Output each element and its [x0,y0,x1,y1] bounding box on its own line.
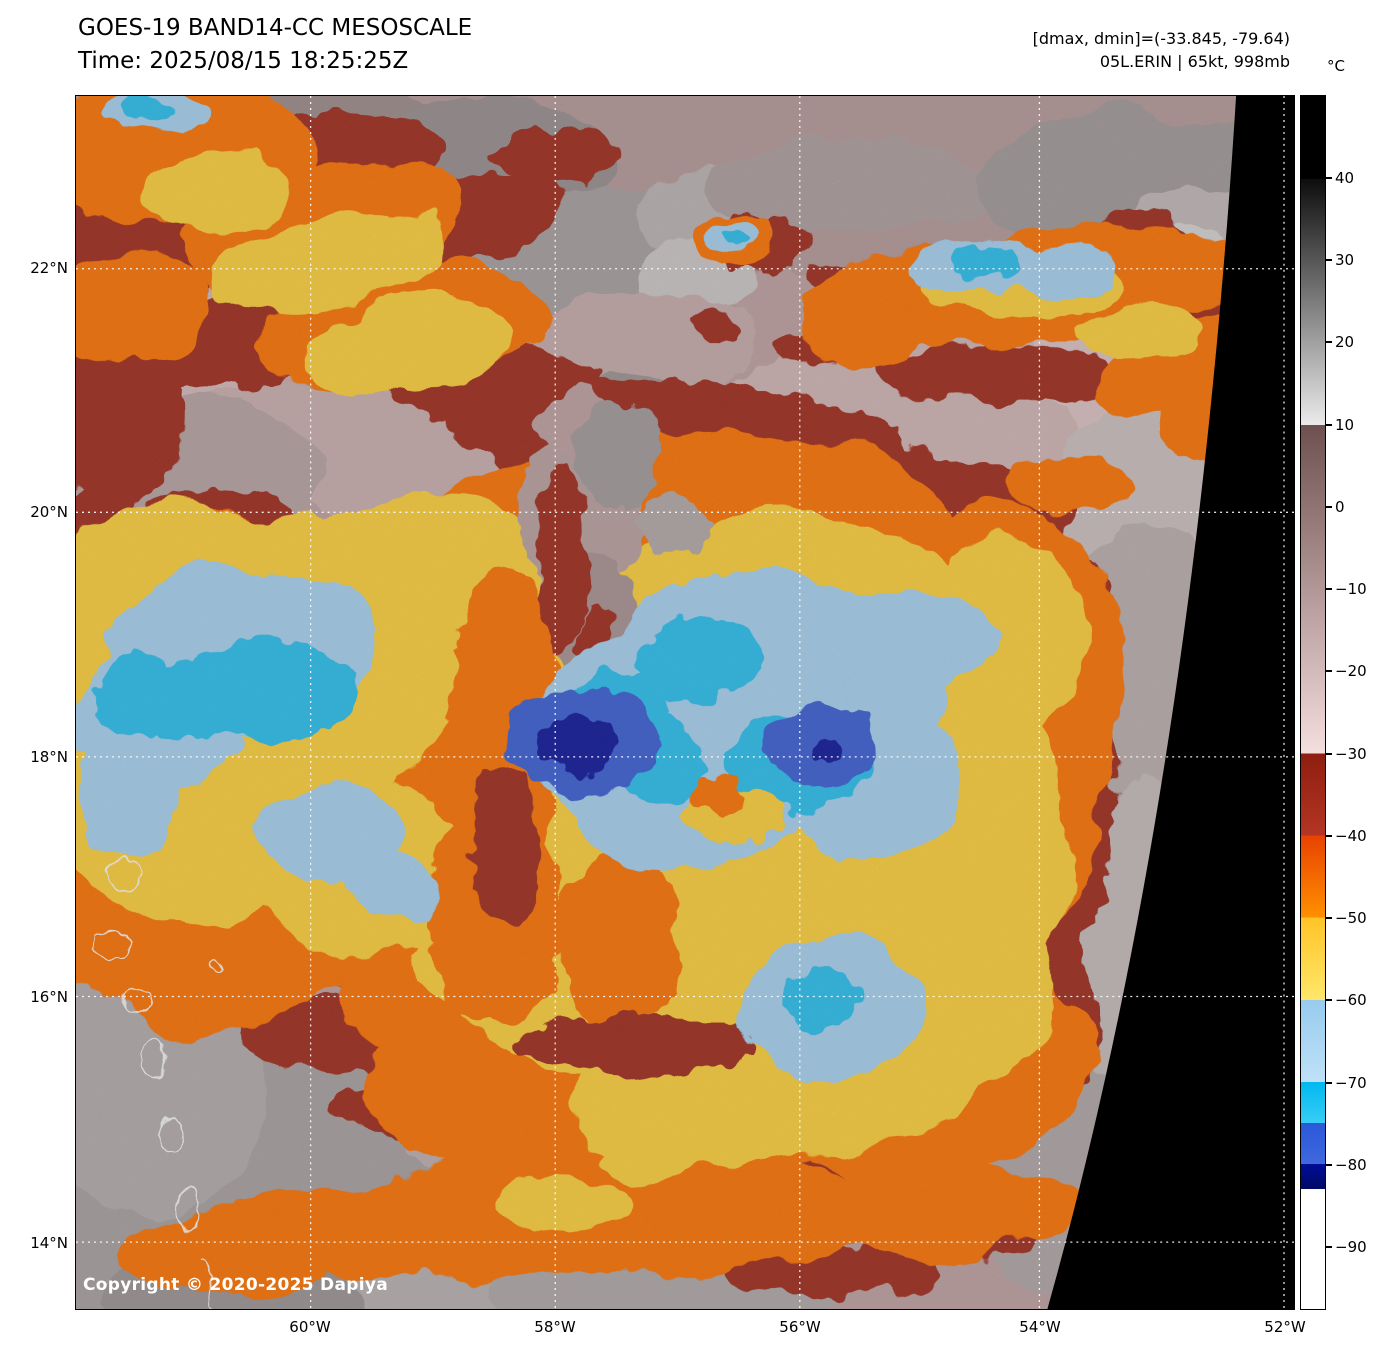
colorbar-tick-label: −40 [1335,826,1367,845]
colorbar-tick-mark [1326,1081,1332,1084]
dmax-dmin-annotation: [dmax, dmin]=(-33.845, -79.64) [1032,29,1290,48]
colorbar-tick-label: −50 [1335,909,1367,928]
satellite-map-panel: Copyright © 2020-2025 Dapiya [75,95,1295,1310]
colorbar-tick-label: −60 [1335,991,1367,1010]
colorbar-tick-label: −80 [1335,1155,1367,1174]
storm-info-annotation: 05L.ERIN | 65kt, 998mb [1099,52,1290,71]
colorbar-tick-mark [1326,341,1332,344]
colorbar-tick-mark [1326,752,1332,755]
colorbar-tick-label: 0 [1335,497,1345,516]
lat-label-16n: 16°N [30,988,68,1006]
lon-label-52w: 52°W [1264,1318,1306,1336]
colorbar-tick-mark [1326,423,1332,426]
lat-label-22n: 22°N [30,259,68,277]
off-sector-black-region [1047,96,1294,1309]
colorbar-tick-label: −20 [1335,662,1367,681]
colorbar-tick-mark [1326,834,1332,837]
colorbar-tick-label: −30 [1335,744,1367,763]
grain-overlay-light [76,96,1294,1309]
colorbar-unit-label: °C [1327,57,1345,75]
colorbar-tick-mark [1326,670,1332,673]
colorbar-tick-label: 20 [1335,333,1355,352]
satellite-imagery [76,96,1294,1309]
colorbar-tick-mark [1326,917,1332,920]
lat-label-20n: 20°N [30,503,68,521]
colorbar-tick-label: −10 [1335,580,1367,599]
colorbar-tick-label: −90 [1335,1237,1367,1256]
colorbar [1300,95,1326,1310]
lon-label-60w: 60°W [289,1318,331,1336]
colorbar-tick-label: 40 [1335,168,1355,187]
colorbar-tick-mark [1326,1163,1332,1166]
lon-label-56w: 56°W [779,1318,821,1336]
colorbar-tick-label: 10 [1335,415,1355,434]
lon-label-54w: 54°W [1019,1318,1061,1336]
lon-label-58w: 58°W [534,1318,576,1336]
colorbar-tick-mark [1326,588,1332,591]
copyright-watermark: Copyright © 2020-2025 Dapiya [83,1275,388,1295]
graticule [76,96,1294,1309]
page-title: GOES-19 BAND14-CC MESOSCALE [78,15,473,41]
colorbar-tick-mark [1326,259,1332,262]
lat-label-14n: 14°N [30,1234,68,1252]
colorbar-tick-mark [1326,1245,1332,1248]
colorbar-tick-label: −70 [1335,1073,1367,1092]
colorbar-tick-label: 30 [1335,251,1355,270]
colorbar-tick-mark [1326,505,1332,508]
colorbar-tick-mark [1326,999,1332,1002]
timestamp: Time: 2025/08/15 18:25:25Z [78,48,409,74]
lat-label-18n: 18°N [30,748,68,766]
colorbar-tick-mark [1326,176,1332,179]
